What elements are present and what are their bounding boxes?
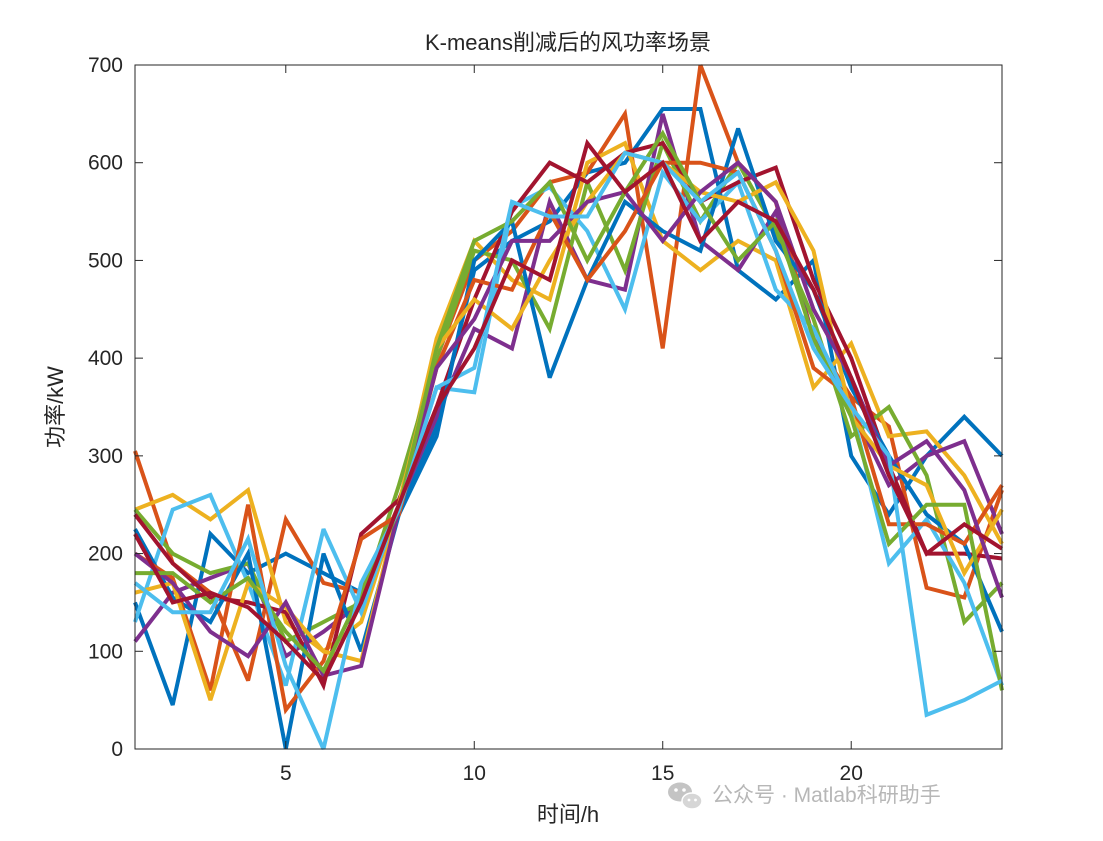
y-tick-label: 400 xyxy=(88,347,123,370)
series-layer xyxy=(133,64,1004,750)
series-line-10 xyxy=(134,150,1004,701)
y-tick-label: 600 xyxy=(88,152,123,175)
y-tick-label: 300 xyxy=(88,445,123,468)
series-line-1 xyxy=(133,107,1004,706)
x-tick-label: 20 xyxy=(840,762,863,785)
y-tick-label: 100 xyxy=(88,640,123,663)
y-tick-label: 200 xyxy=(88,543,123,566)
y-tick-label: 500 xyxy=(88,249,123,272)
y-axis-title: 功率/kW xyxy=(43,366,68,448)
x-axis-title: 时间/h xyxy=(537,802,599,827)
watermark: 公众号 · Matlab科研助手 xyxy=(668,782,941,810)
watermark-text: 公众号 · Matlab科研助手 xyxy=(712,784,941,807)
x-tick-label: 15 xyxy=(651,762,674,785)
wechat-icon xyxy=(668,782,703,810)
x-tick-label: 10 xyxy=(463,762,486,785)
tick-layer: 0 100 200 300 400 500 600 700 5 10 15 20 xyxy=(88,54,1002,785)
chart-title: K-means削减后的风功率场景 xyxy=(425,30,711,55)
series-line-12 xyxy=(135,129,1004,691)
axes-box xyxy=(134,64,1003,750)
series-line-14 xyxy=(133,138,1004,685)
x-tick-label: 5 xyxy=(280,762,292,785)
y-tick-label: 0 xyxy=(111,738,123,761)
y-tick-label: 700 xyxy=(88,54,123,77)
